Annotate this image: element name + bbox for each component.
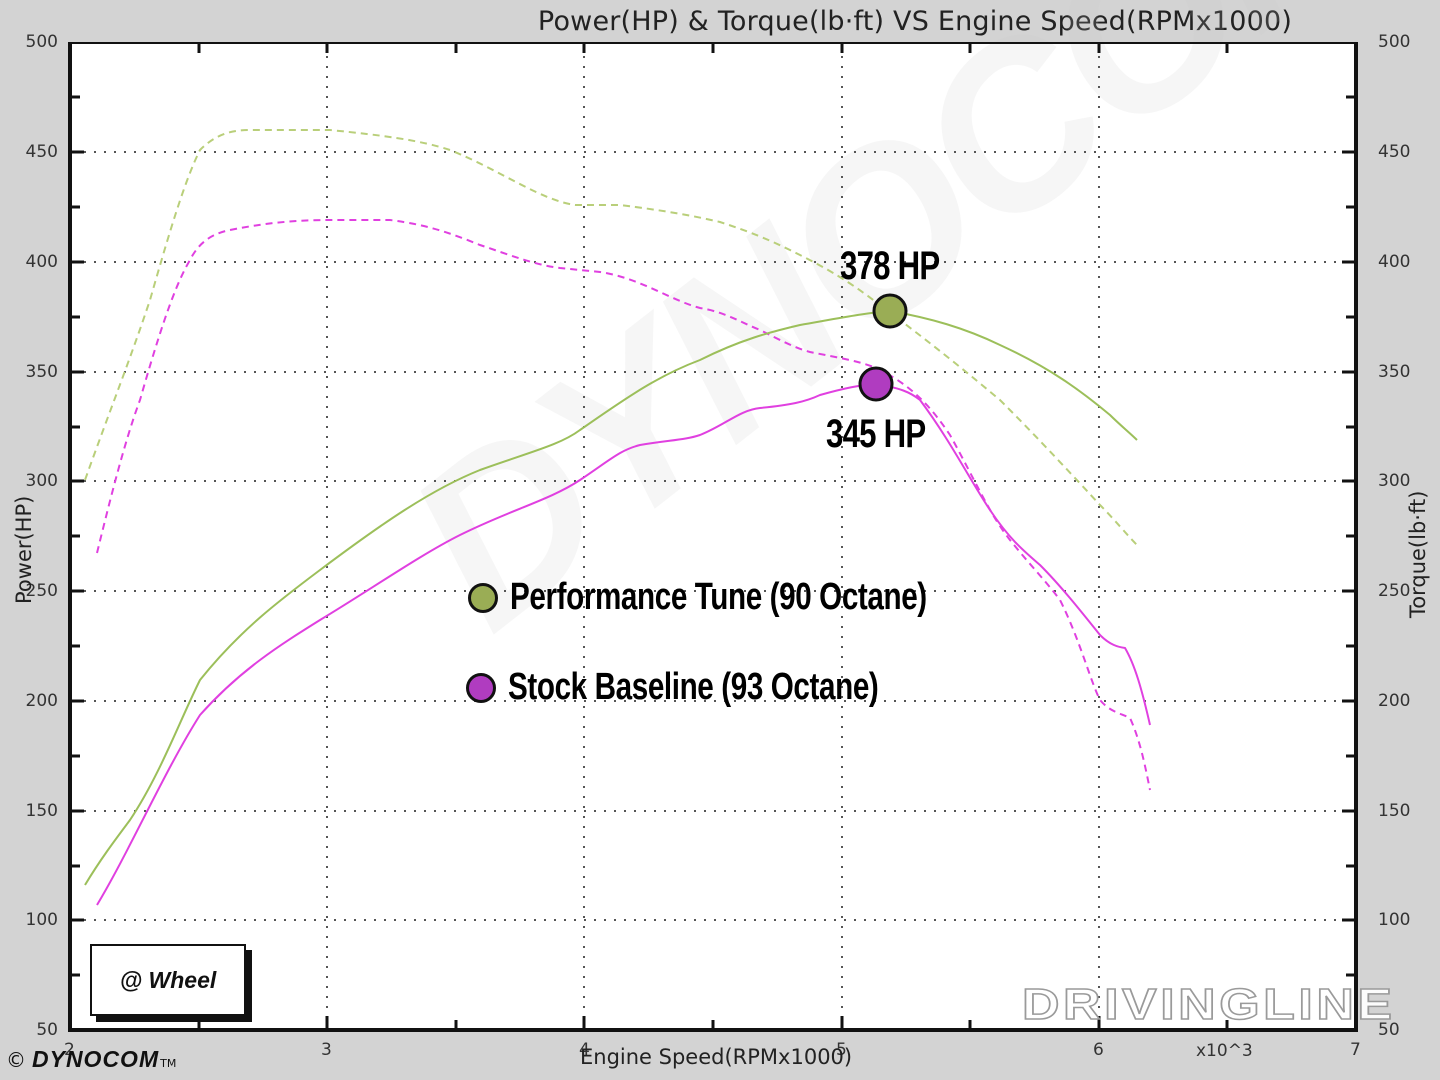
x-tick: 2 [64, 1040, 75, 1060]
copyright-icon: © [6, 1048, 26, 1072]
stock-peak-annotation: 345 HP [826, 412, 926, 456]
y-tick: 350 [25, 362, 58, 382]
y-tick: 500 [1378, 32, 1411, 52]
x-axis-multiplier: x10^3 [1196, 1041, 1253, 1061]
x-tick: 5 [836, 1040, 847, 1060]
y-tick: 150 [1378, 801, 1411, 821]
y-tick: 450 [1378, 142, 1411, 162]
y-tick: 450 [25, 142, 58, 162]
x-axis-label: Engine Speed(RPMx1000) [580, 1045, 853, 1069]
legend-item-tune[interactable]: Performance Tune (90 Octane) [468, 576, 1044, 619]
trademark-mark: TM [160, 1057, 177, 1070]
axis-frame [68, 42, 1358, 1032]
y-tick: 300 [25, 471, 58, 491]
legend-swatch-stock-icon [466, 672, 496, 703]
y-tick: 100 [1378, 910, 1411, 930]
at-wheel-text: @ Wheel [119, 966, 217, 993]
legend-swatch-tune-icon [468, 582, 498, 613]
tune-torque-curve [84, 129, 1138, 546]
dynocom-brand: DYNOCOM [32, 1046, 160, 1072]
y-tick: 150 [25, 801, 58, 821]
plot-area [70, 42, 1356, 1030]
x-tick: 6 [1093, 1040, 1104, 1060]
stock-peak-marker [858, 366, 894, 402]
chart-title: Power(HP) & Torque(lb·ft) VS Engine Spee… [537, 6, 1293, 37]
x-tick: 4 [579, 1040, 590, 1060]
stock-power-curve [96, 382, 1151, 906]
y-tick: 250 [1378, 581, 1411, 601]
legend-item-stock[interactable]: Stock Baseline (93 Octane) [466, 666, 983, 709]
x-tick: 7 [1350, 1040, 1361, 1060]
y-tick: 200 [25, 691, 58, 711]
grid-horizontal [74, 151, 1352, 921]
x-tick: 3 [321, 1040, 332, 1060]
y-tick: 400 [25, 252, 58, 272]
y-tick: 100 [25, 910, 58, 930]
axis-ticks [70, 43, 1356, 1030]
drivingline-logo: DRIVINGLINE [1021, 979, 1396, 1030]
tune-power-curve [84, 309, 1138, 886]
y-tick: 250 [25, 581, 58, 601]
y-tick: 50 [36, 1020, 58, 1040]
dynocom-logo: © DYNOCOM TM [6, 1046, 176, 1073]
legend-label: Stock Baseline (93 Octane) [508, 666, 879, 708]
legend-label: Performance Tune (90 Octane) [510, 576, 927, 618]
y-tick: 300 [1378, 471, 1411, 491]
y-tick: 200 [1378, 691, 1411, 711]
grid-vertical [326, 46, 1100, 1026]
tune-peak-annotation: 378 HP [840, 244, 940, 288]
tune-peak-marker [872, 293, 908, 329]
y-tick: 500 [25, 32, 58, 52]
stock-torque-curve [96, 219, 1151, 791]
y-tick: 400 [1378, 252, 1411, 272]
y-tick: 50 [1378, 1020, 1400, 1040]
at-wheel-badge: @ Wheel [90, 944, 246, 1016]
y-tick: 350 [1378, 362, 1411, 382]
